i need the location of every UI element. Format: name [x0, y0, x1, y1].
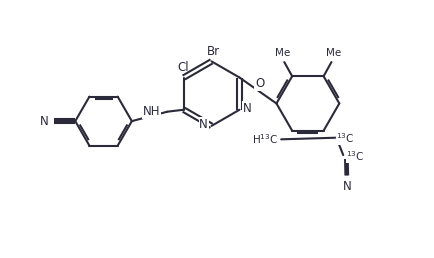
Text: Br: Br	[206, 45, 219, 58]
Text: Cl: Cl	[177, 61, 188, 74]
Text: N: N	[243, 102, 251, 115]
Text: N: N	[342, 180, 351, 193]
Text: Me: Me	[274, 48, 289, 58]
Text: $^{13}$C: $^{13}$C	[335, 131, 354, 145]
Text: NH: NH	[143, 105, 160, 118]
Text: O: O	[254, 77, 263, 90]
Text: N: N	[199, 118, 207, 131]
Text: $^{13}$C: $^{13}$C	[345, 149, 364, 163]
Text: N: N	[39, 115, 49, 128]
Text: H$^{13}$C: H$^{13}$C	[252, 132, 278, 146]
Text: Me: Me	[325, 48, 340, 58]
